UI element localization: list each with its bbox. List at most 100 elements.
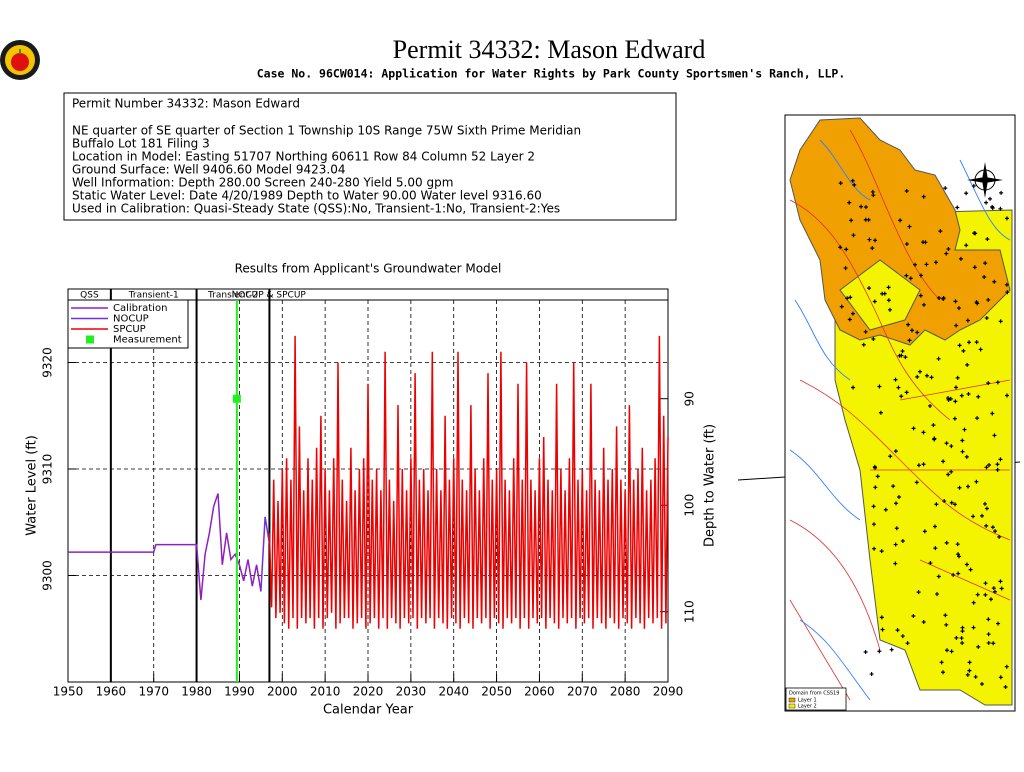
- well: [986, 297, 991, 302]
- well: [952, 502, 957, 507]
- well: [897, 494, 902, 499]
- period-label: QSS: [80, 291, 99, 301]
- well: [883, 507, 888, 512]
- well: [954, 323, 959, 328]
- well: [953, 399, 958, 404]
- well: [906, 322, 911, 327]
- period-label: Transient-2: [207, 291, 258, 301]
- well: [978, 347, 983, 352]
- well: [952, 416, 957, 421]
- well: [945, 396, 950, 401]
- well: [864, 205, 869, 210]
- well: [859, 204, 864, 209]
- well: [928, 403, 933, 408]
- well: [948, 396, 953, 401]
- well: [982, 501, 987, 506]
- y-tick-label: 9320: [41, 347, 55, 378]
- well: [904, 242, 909, 247]
- well: [1004, 393, 1009, 398]
- x-tick-label: 2020: [353, 685, 384, 699]
- well: [893, 377, 898, 382]
- well: [949, 444, 954, 449]
- well: [960, 449, 965, 454]
- well: [916, 590, 921, 595]
- legend-label: NOCUP: [113, 314, 149, 325]
- well: [872, 299, 877, 304]
- measurement-point: [232, 394, 241, 403]
- well: [949, 469, 954, 474]
- well: [852, 182, 857, 187]
- well: [962, 427, 967, 432]
- well: [965, 672, 970, 677]
- x-axis-label: Calendar Year: [323, 703, 414, 718]
- well: [893, 449, 898, 454]
- x-tick-label: 2000: [267, 685, 298, 699]
- well: [933, 260, 938, 265]
- well: [878, 410, 883, 415]
- well: [887, 307, 892, 312]
- well: [993, 529, 998, 534]
- info-lines: NE quarter of SE quarter of Section 1 To…: [72, 124, 581, 216]
- y-tick-label: 9300: [41, 560, 55, 591]
- well: [945, 648, 950, 653]
- well: [938, 229, 943, 234]
- well: [847, 200, 852, 205]
- well: [900, 634, 905, 639]
- well: [944, 441, 949, 446]
- well: [908, 276, 913, 281]
- well: [980, 513, 985, 518]
- well: [944, 622, 949, 627]
- well: [899, 394, 904, 399]
- well: [983, 592, 988, 597]
- well: [863, 329, 868, 334]
- well: [998, 675, 1003, 680]
- legend-label: Measurement: [113, 335, 182, 346]
- info-line: Location in Model: Easting 51707 Northin…: [72, 150, 535, 164]
- well: [869, 672, 874, 677]
- well: [984, 523, 989, 528]
- well: [955, 375, 960, 380]
- well: [838, 181, 843, 186]
- well: [942, 499, 947, 504]
- well: [838, 245, 843, 250]
- well: [877, 384, 882, 389]
- well: [992, 433, 997, 438]
- well: [907, 338, 912, 343]
- well: [936, 356, 941, 361]
- well: [943, 186, 948, 191]
- compass: [967, 162, 1003, 198]
- well: [845, 296, 850, 301]
- well: [957, 343, 962, 348]
- well: [905, 641, 910, 646]
- legend-label: SPCUP: [113, 324, 146, 335]
- logo: [0, 40, 40, 80]
- series-line: [68, 493, 262, 601]
- well: [941, 670, 946, 675]
- map-legend: [785, 687, 847, 711]
- well: [1004, 282, 1009, 287]
- well: [873, 238, 878, 243]
- x-tick-label: 2060: [524, 685, 555, 699]
- chart: Results from Applicant's Groundwater Mod…: [25, 262, 718, 718]
- x-tick-label: 1970: [138, 685, 169, 699]
- well: [839, 304, 844, 309]
- well: [982, 275, 987, 280]
- well: [992, 589, 997, 594]
- well: [956, 571, 961, 576]
- well: [971, 183, 976, 188]
- x-tick-label: 2080: [610, 685, 641, 699]
- well: [995, 380, 1000, 385]
- well: [991, 641, 996, 646]
- well: [911, 614, 916, 619]
- well: [943, 613, 948, 618]
- well: [847, 317, 852, 322]
- well: [931, 423, 936, 428]
- well: [932, 436, 937, 441]
- well: [871, 522, 876, 527]
- well: [897, 353, 902, 358]
- well: [975, 416, 980, 421]
- well: [921, 194, 926, 199]
- well: [924, 262, 929, 267]
- well: [900, 349, 905, 354]
- well: [987, 462, 992, 467]
